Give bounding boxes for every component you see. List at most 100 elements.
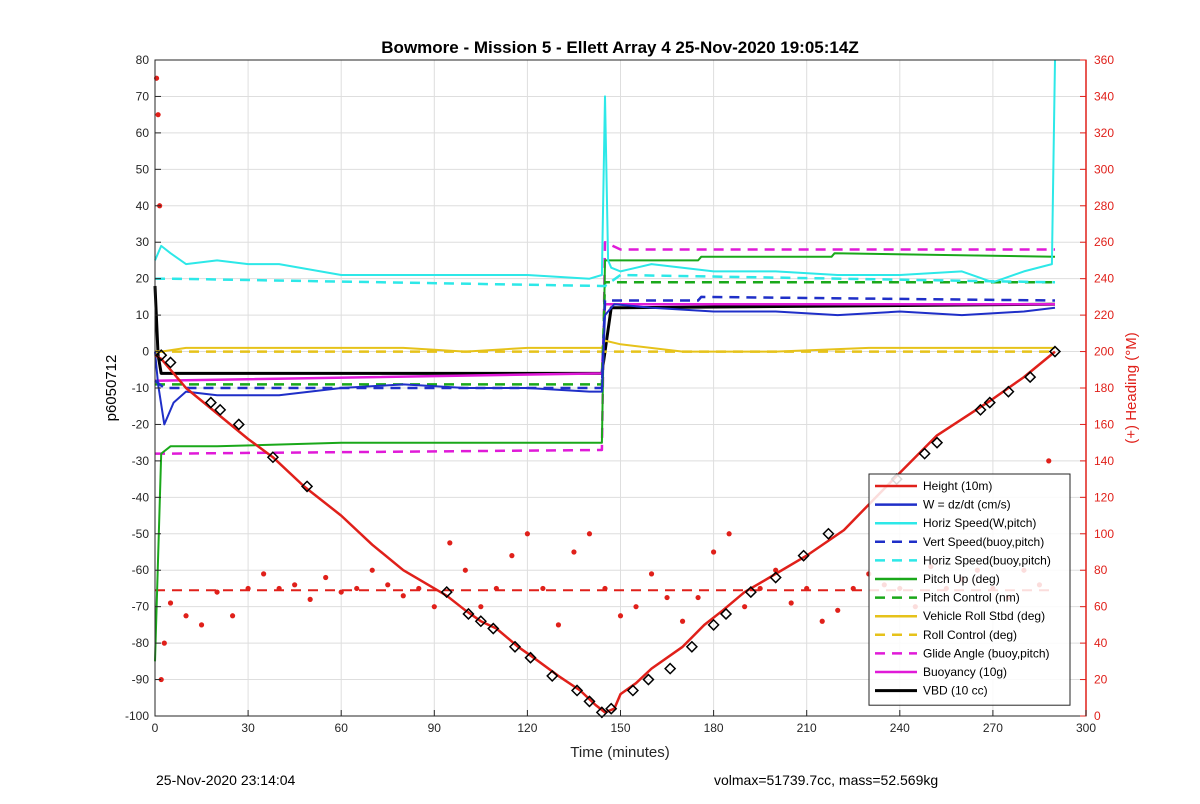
- heading-point: [586, 531, 593, 537]
- dive-marker: [546, 669, 559, 682]
- heading-point: [155, 112, 161, 118]
- heading-point: [1046, 458, 1052, 464]
- footer-timestamp: 25-Nov-2020 23:14:04: [156, 772, 296, 788]
- x-tick-label: 180: [704, 721, 724, 735]
- heading-point: [540, 585, 546, 592]
- heading-point: [354, 585, 360, 592]
- legend-label: Height (10m): [923, 479, 992, 493]
- y-tick-label-left: 10: [136, 308, 150, 322]
- y-tick-label-right: 360: [1094, 53, 1114, 67]
- y-tick-label-right: 200: [1094, 345, 1114, 359]
- y-tick-label-right: 340: [1094, 89, 1114, 103]
- y-tick-label-left: -20: [132, 417, 150, 431]
- y-tick-label-right: 280: [1094, 199, 1114, 213]
- y-tick-label-left: -50: [132, 527, 150, 541]
- legend-label: Vehicle Roll Stbd (deg): [923, 609, 1045, 623]
- heading-point: [664, 594, 670, 601]
- y-tick-label-left: -60: [132, 563, 150, 577]
- dive-marker: [605, 702, 618, 715]
- y-axis-label-right: (+) Heading (°M): [1123, 332, 1140, 443]
- dive-marker: [266, 451, 279, 464]
- heading-point: [307, 596, 313, 602]
- dive-marker: [626, 684, 639, 697]
- y-tick-label-left: -30: [132, 454, 150, 468]
- y-tick-label-left: 40: [136, 199, 150, 213]
- legend-box: [868, 473, 1071, 706]
- heading-point: [711, 549, 717, 555]
- heading-point: [617, 613, 624, 619]
- dive-marker: [930, 436, 944, 449]
- legend-label: Buoyancy (10g): [923, 665, 1007, 679]
- y-tick-label-right: 40: [1094, 636, 1108, 650]
- y-tick-label-left: -40: [132, 490, 150, 504]
- x-tick-label: 270: [983, 721, 1003, 735]
- y-tick-label-left: 30: [136, 235, 150, 249]
- y-tick-label-right: 240: [1094, 272, 1114, 286]
- y-tick-label-left: 70: [136, 89, 150, 103]
- y-axis-label-left: p6050712: [103, 355, 120, 422]
- dive-marker: [642, 673, 655, 686]
- dive-marker: [595, 706, 608, 719]
- y-tick-label-right: 120: [1094, 490, 1114, 504]
- heading-point: [633, 604, 639, 610]
- heading-point: [788, 600, 794, 606]
- heading-point: [261, 571, 267, 577]
- y-tick-label-right: 300: [1094, 162, 1114, 176]
- footer-volmax-mass: volmax=51739.7cc, mass=52.569kg: [714, 772, 939, 788]
- dive-marker: [214, 403, 227, 416]
- dive-marker: [583, 695, 596, 708]
- y-tick-label-right: 80: [1094, 563, 1108, 577]
- legend-label: Vert Speed(buoy,pitch): [923, 535, 1044, 549]
- legend-label: Horiz Speed(W,pitch): [923, 516, 1036, 530]
- dive-marker: [1048, 345, 1062, 358]
- y-tick-label-right: 60: [1094, 600, 1108, 614]
- dive-marker: [664, 662, 677, 675]
- x-tick-label: 210: [797, 721, 817, 735]
- heading-point: [323, 574, 329, 581]
- y-tick-label-left: 80: [136, 53, 150, 67]
- dive-marker: [508, 640, 522, 653]
- x-tick-label: 240: [890, 721, 910, 735]
- heading-point: [385, 582, 391, 588]
- dive-marker: [440, 586, 453, 599]
- heading-point: [161, 640, 167, 646]
- dive-marker: [744, 586, 757, 599]
- series-line-horiz-speed-w-pitch: [154, 59, 1056, 284]
- y-tick-label-left: 0: [142, 345, 149, 359]
- x-tick-label: 0: [152, 721, 159, 735]
- x-axis: 0 30 60 90 120 150 180 210 240 270 300: [152, 710, 1096, 735]
- y-tick-label-right: 100: [1094, 527, 1114, 541]
- y-tick-label-right: 220: [1094, 308, 1114, 322]
- y-tick-label-right: 180: [1094, 381, 1114, 395]
- heading-point: [679, 618, 686, 624]
- heading-point: [229, 613, 236, 619]
- heading-point: [167, 600, 174, 606]
- y-tick-label-left: -100: [125, 709, 149, 723]
- chart-title: Bowmore - Mission 5 - Ellett Array 4 25-…: [381, 38, 858, 57]
- heading-point: [742, 604, 748, 610]
- legend-label: Glide Angle (buoy,pitch): [923, 646, 1050, 660]
- y-tick-label-right: 260: [1094, 235, 1114, 249]
- dive-marker: [524, 651, 537, 664]
- y-tick-label-left: 50: [136, 162, 150, 176]
- dive-marker: [719, 607, 733, 621]
- heading-point: [835, 607, 841, 613]
- y-tick-label-right: 0: [1094, 709, 1101, 723]
- dive-marker: [1024, 371, 1037, 384]
- dive-marker: [474, 615, 487, 628]
- left-axis: -100-90-80-70-60-50-40-30-20-10010203040…: [125, 53, 161, 723]
- dive-marker: [570, 684, 584, 697]
- series-line-vehicle-roll-stbd-deg: [155, 339, 1055, 353]
- dive-marker: [155, 349, 168, 362]
- y-tick-label-left: -80: [132, 636, 150, 650]
- y-tick-label-left: 60: [136, 126, 150, 140]
- dive-marker: [822, 527, 835, 540]
- dive-marker: [797, 549, 810, 562]
- heading-point: [369, 567, 375, 573]
- dive-marker: [685, 640, 698, 653]
- heading-point: [524, 531, 531, 537]
- x-axis-label: Time (minutes): [570, 744, 669, 761]
- dive-marker: [918, 447, 931, 460]
- y-tick-label-right: 20: [1094, 673, 1108, 687]
- heading-point: [198, 622, 205, 628]
